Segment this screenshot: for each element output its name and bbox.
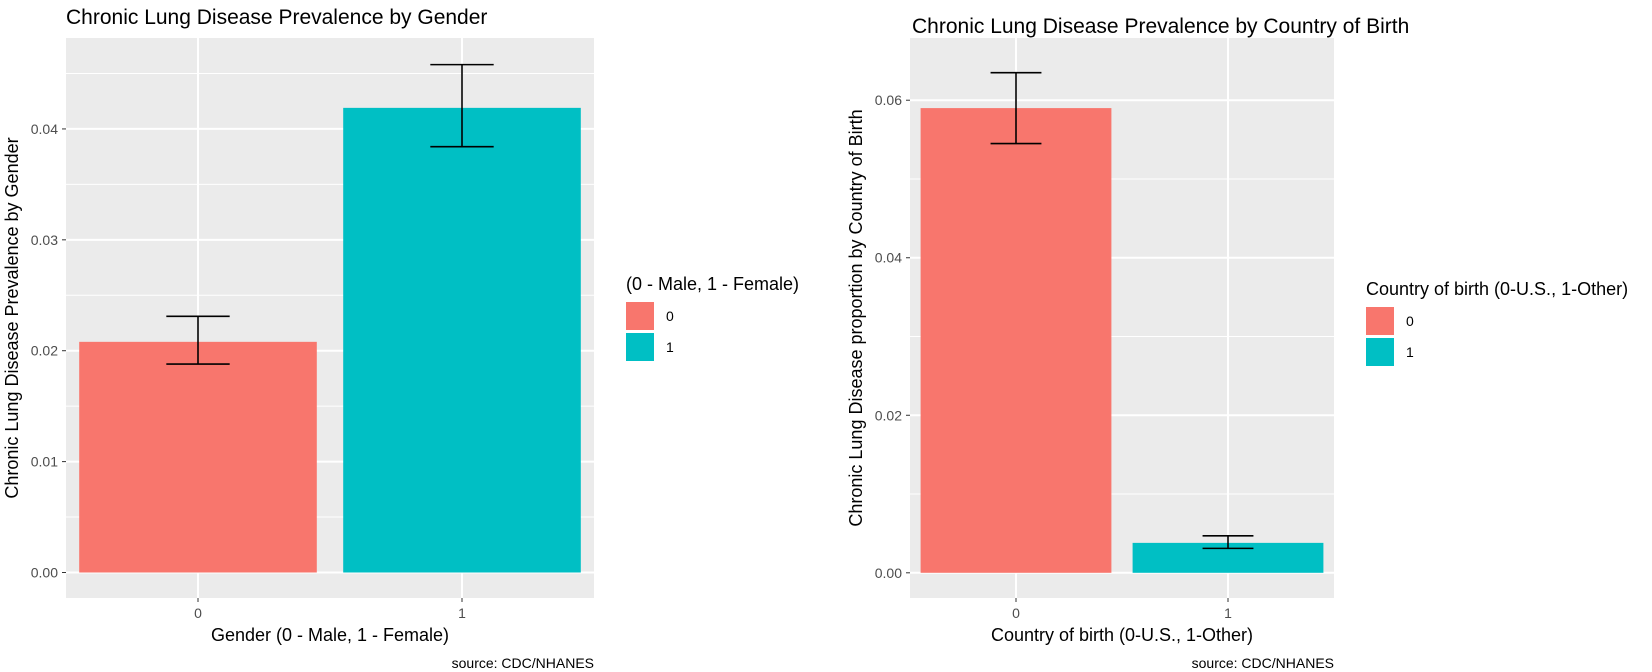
x-tick-label: 0 (194, 605, 202, 621)
x-tick-label: 0 (1012, 605, 1020, 621)
chart-gender: Chronic Lung Disease Prevalence by Gende… (2, 6, 799, 671)
source-caption: source: CDC/NHANES (452, 655, 594, 671)
source-caption: source: CDC/NHANES (1192, 655, 1334, 671)
x-tick-label: 1 (458, 605, 466, 621)
legend-label-0: 0 (666, 308, 674, 324)
chart-title: Chronic Lung Disease Prevalence by Count… (912, 15, 1409, 38)
legend-key-1 (626, 333, 654, 361)
bar-1 (343, 107, 581, 573)
legend-label-1: 1 (666, 339, 674, 355)
y-tick-label: 0.01 (31, 454, 58, 470)
y-tick-label: 0.02 (31, 343, 58, 359)
legend: (0 - Male, 1 - Female) 0 1 (626, 274, 799, 361)
chart-country-of-birth: Chronic Lung Disease Prevalence by Count… (846, 15, 1628, 671)
y-axis-label: Chronic Lung Disease Prevalence by Gende… (2, 137, 22, 498)
legend-label-1: 1 (1406, 344, 1414, 360)
x-tick-label: 1 (1224, 605, 1232, 621)
x-axis-label: Country of birth (0-U.S., 1-Other) (991, 625, 1253, 645)
y-tick-label: 0.02 (875, 407, 902, 423)
y-axis-label: Chronic Lung Disease proportion by Count… (846, 109, 866, 526)
x-axis-label: Gender (0 - Male, 1 - Female) (211, 625, 449, 645)
y-tick-label: 0.04 (31, 121, 58, 137)
legend-title: (0 - Male, 1 - Female) (626, 274, 799, 294)
y-tick-label: 0.04 (875, 250, 902, 266)
y-tick-label: 0.03 (31, 232, 58, 248)
legend-key-1 (1366, 338, 1394, 366)
bar-0 (920, 108, 1112, 573)
y-tick-label: 0.00 (31, 564, 58, 580)
legend-label-0: 0 (1406, 313, 1414, 329)
bar-0 (79, 341, 317, 573)
y-tick-label: 0.06 (875, 92, 902, 108)
legend-key-0 (626, 302, 654, 330)
y-tick-label: 0.00 (875, 565, 902, 581)
legend-title: Country of birth (0-U.S., 1-Other) (1366, 279, 1628, 299)
chart-title: Chronic Lung Disease Prevalence by Gende… (66, 6, 487, 29)
legend-key-0 (1366, 307, 1394, 335)
legend: Country of birth (0-U.S., 1-Other) 0 1 (1366, 279, 1628, 366)
